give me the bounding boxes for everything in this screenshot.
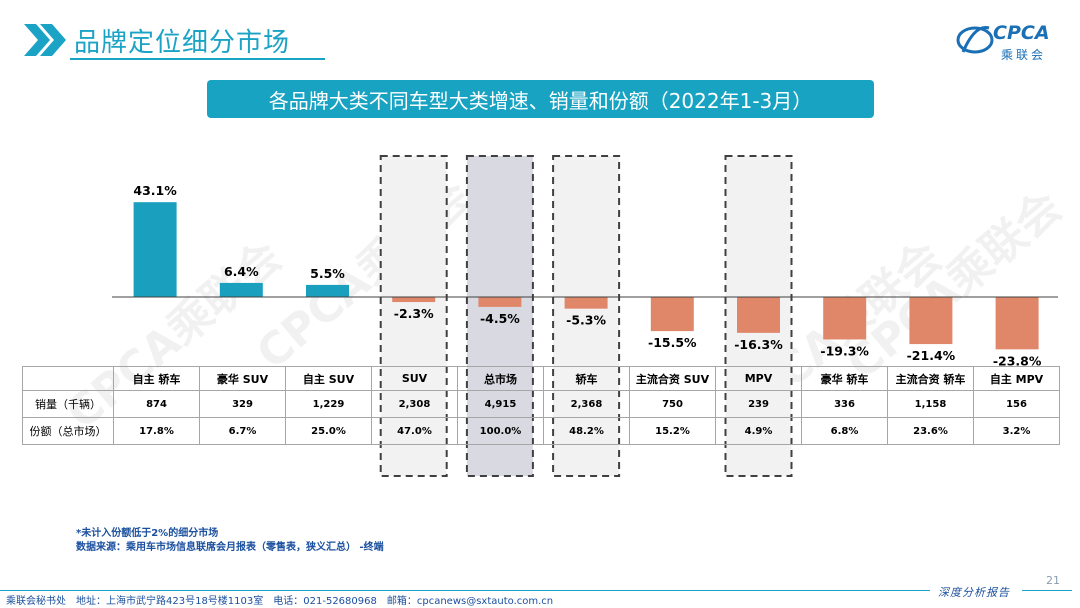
page-number: 21 xyxy=(1046,574,1060,587)
table-column-header: 主流合资 SUV xyxy=(629,366,716,391)
table-column-header: 豪华 SUV xyxy=(199,366,286,391)
table-cell: 23.6% xyxy=(887,417,974,445)
bar xyxy=(737,297,780,333)
table-cell: 1,229 xyxy=(285,390,372,418)
table-column-header: 总市场 xyxy=(457,366,544,391)
logo-word: CPCA xyxy=(993,22,1050,44)
table-cell: 25.0% xyxy=(285,417,372,445)
logo-subtitle: 乘联会 xyxy=(1001,48,1047,62)
table-corner-cell xyxy=(22,366,114,391)
table-column-header: 豪华 轿车 xyxy=(801,366,888,391)
table-cell: 48.2% xyxy=(543,417,630,445)
data-label: -2.3% xyxy=(394,306,434,321)
row-label: 销量（千辆） xyxy=(22,390,114,418)
table-row: 份额（总市场） 17.8% 6.7% 25.0% 47.0% 100.0% 48.2% 15… xyxy=(22,417,1060,445)
data-table: 自主 轿车 豪华 SUV 自主 SUV SUV 总市场 轿车 主流合资 SUV MPV 豪华 轿… xyxy=(22,366,1060,445)
bar xyxy=(823,297,867,340)
table-column-header: SUV xyxy=(371,366,458,391)
table-cell: 4,915 xyxy=(457,390,544,418)
bar xyxy=(306,284,349,297)
table-header-row: 自主 轿车 豪华 SUV 自主 SUV SUV 总市场 轿车 主流合资 SUV MPV 豪华 轿… xyxy=(22,366,1060,391)
table-cell: 47.0% xyxy=(371,417,458,445)
data-label: -16.3% xyxy=(734,337,783,352)
table-cell: 3.2% xyxy=(973,417,1060,445)
data-label: -21.4% xyxy=(907,348,956,363)
table-cell: 4.9% xyxy=(715,417,802,445)
table-cell: 6.7% xyxy=(199,417,286,445)
table-column-header: 自主 轿车 xyxy=(113,366,200,391)
row-label: 份额（总市场） xyxy=(22,417,114,445)
footer-rule-right xyxy=(1022,590,1072,591)
data-label: -15.5% xyxy=(648,335,697,350)
footer-rule xyxy=(0,590,930,591)
table-column-header: MPV xyxy=(715,366,802,391)
footnote: 数据来源：乘用车市场信息联席会月报表（零售表，狭义汇总） -终端 xyxy=(76,542,384,553)
table-cell: 336 xyxy=(801,390,888,418)
data-label: -5.3% xyxy=(566,313,606,328)
bar xyxy=(650,297,694,332)
footnote: *未计入份额低于2%的细分市场 xyxy=(76,528,219,539)
title-underline xyxy=(70,58,325,60)
data-label: 43.1% xyxy=(133,183,177,198)
table-cell: 239 xyxy=(715,390,802,418)
data-label: 6.4% xyxy=(224,264,259,279)
table-cell: 750 xyxy=(629,390,716,418)
footnotes: *未计入份额低于2%的细分市场 数据来源：乘用车市场信息联席会月报表（零售表，狭… xyxy=(76,527,384,555)
chart-banner: 各品牌大类不同车型大类增速、销量和份额（2022年1-3月） xyxy=(207,80,874,118)
header: 品牌定位细分市场 xyxy=(22,18,290,62)
bar xyxy=(995,297,1039,350)
table-cell: 17.8% xyxy=(113,417,200,445)
footer-tag: 深度分析报告 xyxy=(938,586,1010,599)
table-cell: 156 xyxy=(973,390,1060,418)
table-cell: 329 xyxy=(199,390,286,418)
bar xyxy=(909,297,953,345)
logo-mark-icon xyxy=(956,26,994,54)
bar xyxy=(133,202,177,297)
footer-text: 乘联会秘书处 地址：上海市武宁路423号18号楼1103室 电话：021-526… xyxy=(6,596,554,607)
table-cell: 2,368 xyxy=(543,390,630,418)
table-column-header: 主流合资 轿车 xyxy=(887,366,974,391)
table-cell: 874 xyxy=(113,390,200,418)
data-label: -4.5% xyxy=(480,311,520,326)
table-cell: 100.0% xyxy=(457,417,544,445)
table-column-header: 轿车 xyxy=(543,366,630,391)
table-column-header: 自主 SUV xyxy=(285,366,372,391)
bar xyxy=(219,282,263,297)
bar xyxy=(478,297,522,307)
table-cell: 2,308 xyxy=(371,390,458,418)
table-cell: 15.2% xyxy=(629,417,716,445)
table-row: 销量（千辆） 874 329 1,229 2,308 4,915 2,368 750 239 3… xyxy=(22,390,1060,418)
data-label: -19.3% xyxy=(820,343,869,358)
table-cell: 6.8% xyxy=(801,417,888,445)
table-column-header: 自主 MPV xyxy=(973,366,1060,391)
double-chevron-icon xyxy=(24,24,66,56)
table-cell: 1,158 xyxy=(887,390,974,418)
bar xyxy=(564,297,608,309)
cpca-logo: CPCA 乘联会 xyxy=(955,18,1059,64)
data-label: 5.5% xyxy=(310,266,345,281)
data-label: -23.8% xyxy=(993,353,1042,368)
bar xyxy=(392,297,436,303)
page-title: 品牌定位细分市场 xyxy=(74,27,291,58)
